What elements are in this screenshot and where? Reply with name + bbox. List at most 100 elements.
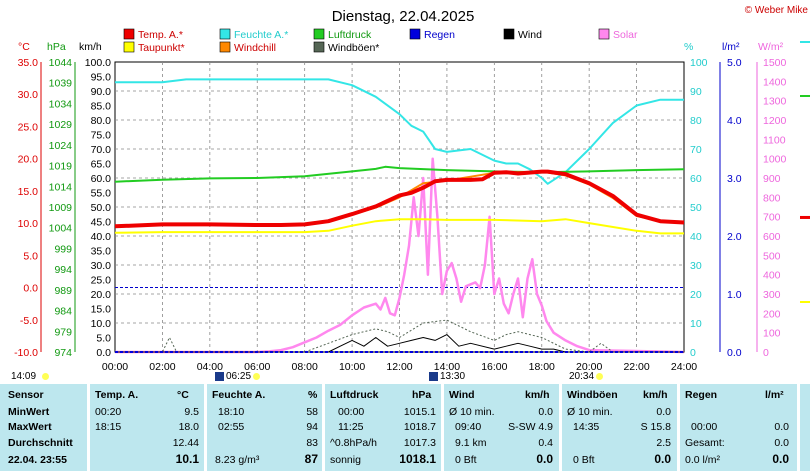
gusts-column: Windböen km/h Ø 10 min. 0.0 14:35 S 15.8…	[567, 384, 675, 471]
x-tick-label: 14:00	[434, 361, 460, 373]
solar-tick-label: 1200	[763, 115, 787, 127]
sun-icon	[253, 372, 261, 380]
table-cell: S 15.8	[640, 421, 671, 433]
pressure-tick-label: 1014	[49, 181, 73, 193]
table-cell: 9.5	[184, 406, 199, 418]
axis-unit-label: %	[684, 41, 693, 53]
solar-tick-label: 300	[763, 289, 781, 301]
row-label: MinWert	[8, 406, 50, 418]
table-cell: 18:15	[95, 421, 122, 433]
table-cell: 0.0	[654, 452, 671, 466]
table-cell: 9.1 km	[455, 437, 487, 449]
table-cell: 0.4	[538, 437, 553, 449]
rain-tick-label: 4.0	[727, 115, 742, 127]
table-header: Sensor	[8, 389, 44, 401]
solar-tick-label: 0	[763, 347, 769, 359]
row-label: 22.04. 23:55	[8, 454, 67, 466]
sunrise-icon	[215, 371, 224, 381]
solar-tick-label: 200	[763, 308, 781, 320]
table-header: Wind	[449, 389, 475, 401]
table-header: %	[308, 389, 318, 401]
pressure-tick-label: 1039	[49, 78, 73, 90]
x-tick-label: 06:00	[244, 361, 270, 373]
humidity-tick-label: 20	[690, 289, 702, 301]
wind-tick-label: 50.0	[91, 202, 112, 214]
wind-tick-label: 5.0	[96, 333, 111, 345]
legend-swatch	[219, 41, 231, 53]
sunrise-time: 06:25	[226, 371, 252, 382]
wind-tick-label: 60.0	[91, 173, 112, 185]
temp-tick-label: -10.0	[14, 347, 38, 359]
pressure-tick-label: 1009	[49, 202, 73, 214]
pressure-tick-label: 1034	[49, 98, 73, 110]
sunrise: 06:25	[215, 371, 261, 382]
axis-unit-label: W/m²	[758, 41, 784, 53]
table-header: l/m²	[765, 389, 784, 401]
table-cell: 00:00	[338, 406, 365, 418]
wind-tick-label: 25.0	[91, 275, 112, 287]
axis-unit-label: °C	[18, 41, 30, 53]
legend-label: Temp. A.*	[138, 29, 183, 41]
temp-tick-label: 5.0	[23, 250, 38, 262]
divider	[87, 384, 90, 471]
divider	[441, 384, 444, 471]
table-cell: ^0.8hPa/h	[330, 437, 377, 449]
humidity-tick-label: 0	[690, 347, 696, 359]
sun-icon	[596, 372, 604, 380]
table-header: km/h	[643, 389, 668, 401]
wind-tick-label: 10.0	[91, 318, 112, 330]
table-cell: 1018.1	[399, 452, 436, 466]
rain-tick-label: 3.0	[727, 173, 742, 185]
humidity-tick-label: 10	[690, 318, 702, 330]
wind-tick-label: 0.0	[96, 347, 111, 359]
table-cell: 1017.3	[403, 437, 436, 449]
pressure-tick-label: 999	[54, 243, 72, 255]
wind-tick-label: 70.0	[91, 144, 112, 156]
humidity-tick-label: 30	[690, 260, 702, 272]
stats-table: Sensor MinWert MaxWert Durchschnitt 22.0…	[0, 384, 810, 471]
table-cell: 8.23 g/m³	[215, 454, 260, 466]
humidity-tick-label: 80	[690, 115, 702, 127]
marker-icon	[429, 371, 438, 381]
pressure-tick-label: 1024	[49, 140, 73, 152]
solar-tick-label: 800	[763, 192, 781, 204]
table-cell: 00:20	[95, 406, 122, 418]
pressure-tick-label: 1004	[49, 223, 73, 235]
table-cell: Ø 10 min.	[449, 406, 495, 418]
table-cell: 18.0	[178, 421, 199, 433]
humidity-tick-label: 100	[690, 57, 708, 69]
rain-tick-label: 5.0	[727, 57, 742, 69]
wind-tick-label: 90.0	[91, 86, 112, 98]
pressure-column: Luftdruck hPa 00:00 1015.1 11:25 1018.7 …	[330, 384, 440, 471]
legend-swatch	[123, 28, 135, 40]
x-tick-label: 00:00	[102, 361, 128, 373]
legend-swatch	[219, 28, 231, 40]
series-luftdruck-line	[114, 165, 685, 183]
table-cell: 0.0	[656, 406, 671, 418]
weather-chart: Dienstag, 22.04.2025 © Weber Mike Temp. …	[14, 5, 810, 373]
legend-label: Windchill	[234, 42, 276, 54]
legend-label: Solar	[613, 29, 638, 41]
axis-unit-label: l/m²	[722, 41, 740, 53]
temp-tick-label: 30.0	[18, 89, 39, 101]
wind-tick-label: 35.0	[91, 246, 112, 258]
row-label: Durchschnitt	[8, 437, 73, 449]
wind-tick-label: 80.0	[91, 115, 112, 127]
table-cell: 0.0	[538, 406, 553, 418]
temp-tick-label: 15.0	[18, 186, 39, 198]
rain-tick-label: 1.0	[727, 289, 742, 301]
legend-swatch	[123, 41, 135, 53]
legend-label: Luftdruck	[328, 29, 372, 41]
axis-unit-label: km/h	[79, 41, 102, 53]
table-cell: 0 Bft	[455, 454, 477, 466]
table-header: hPa	[412, 389, 432, 401]
legend-swatch	[313, 28, 325, 40]
series-wind-line	[115, 334, 684, 353]
pressure-tick-label: 1019	[49, 161, 73, 173]
table-cell: 12.44	[172, 437, 199, 449]
temp-tick-label: -5.0	[20, 315, 38, 327]
sunset-time: 20:34	[569, 371, 595, 382]
humidity-tick-label: 40	[690, 231, 702, 243]
wind-tick-label: 30.0	[91, 260, 112, 272]
divider	[322, 384, 325, 471]
